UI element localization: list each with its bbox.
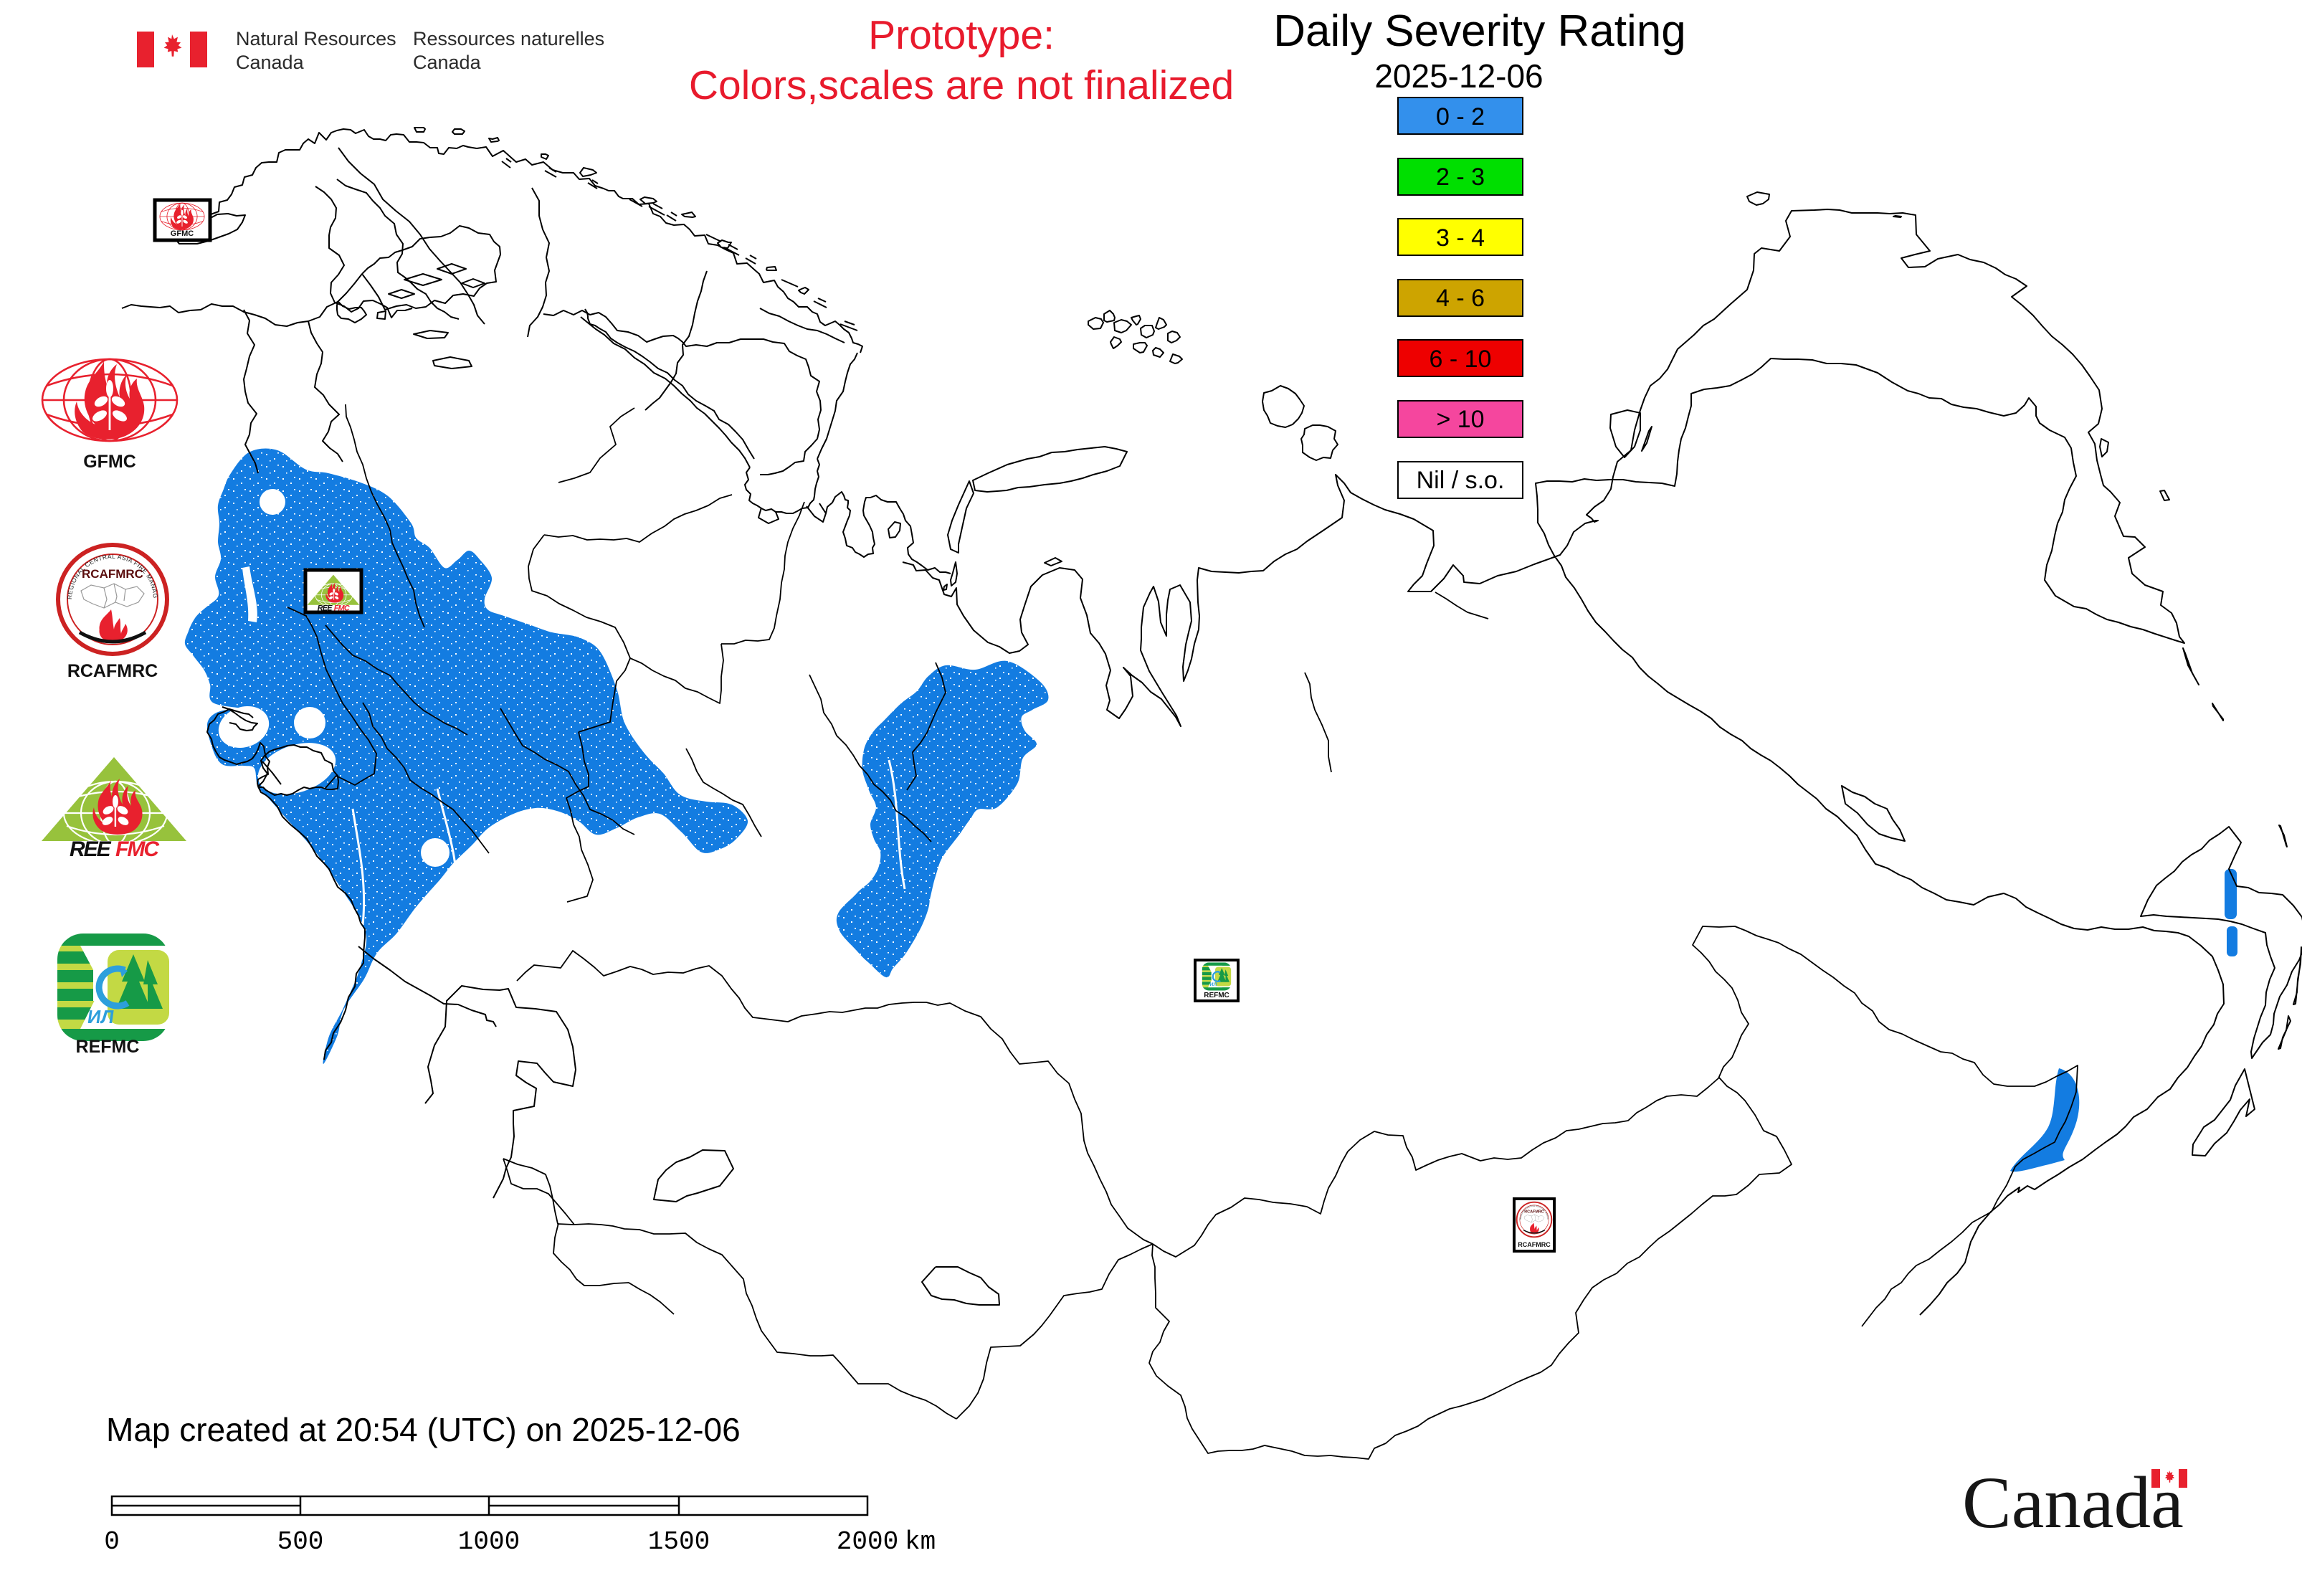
svg-text:Ressources naturelles: Ressources naturelles: [413, 28, 604, 49]
svg-text:Canada: Canada: [236, 52, 305, 73]
svg-text:Canada: Canada: [1962, 1462, 2184, 1544]
svg-text:GFMC: GFMC: [83, 452, 136, 472]
svg-text:REFMC: REFMC: [76, 1037, 140, 1057]
svg-text:ИЛ: ИЛ: [1209, 982, 1217, 987]
svg-text:ИЛ: ИЛ: [86, 1006, 115, 1027]
svg-text:3 - 4: 3 - 4: [1436, 224, 1485, 252]
svg-text:6 - 10: 6 - 10: [1430, 346, 1492, 373]
svg-text:Colors,scales are not finalize: Colors,scales are not finalized: [689, 62, 1234, 108]
svg-text:REE: REE: [318, 604, 333, 612]
svg-text:> 10: > 10: [1436, 406, 1484, 433]
svg-text:GFMC: GFMC: [171, 229, 194, 238]
svg-text:Prototype:: Prototype:: [868, 12, 1055, 58]
svg-text:REFMC: REFMC: [1204, 992, 1230, 999]
svg-text:FMC: FMC: [115, 837, 160, 861]
svg-text:Map created at 20:54 (UTC) on: Map created at 20:54 (UTC) on 2025-12-06: [106, 1411, 741, 1448]
svg-text:2025-12-06: 2025-12-06: [1374, 57, 1543, 95]
svg-text:RCAFMRC: RCAFMRC: [1518, 1241, 1551, 1248]
svg-text:FMC: FMC: [334, 604, 350, 612]
svg-text:Natural Resources: Natural Resources: [236, 28, 396, 49]
svg-text:2 - 3: 2 - 3: [1436, 163, 1485, 191]
svg-text:1000: 1000: [458, 1527, 520, 1557]
svg-text:2000: 2000: [837, 1527, 898, 1557]
svg-text:0: 0: [104, 1527, 120, 1557]
svg-text:Nil / s.o.: Nil / s.o.: [1417, 467, 1505, 494]
svg-text:REE: REE: [70, 837, 112, 861]
svg-text:RCAFMRC: RCAFMRC: [67, 661, 158, 681]
svg-text:500: 500: [277, 1527, 324, 1557]
svg-text:4 - 6: 4 - 6: [1436, 285, 1485, 312]
svg-text:Canada: Canada: [413, 52, 482, 73]
svg-text:0 - 2: 0 - 2: [1436, 103, 1485, 130]
svg-text:RCAFMRC: RCAFMRC: [82, 567, 143, 581]
svg-text:RCAFMRC: RCAFMRC: [1524, 1210, 1544, 1214]
svg-text:1500: 1500: [648, 1527, 710, 1557]
svg-text:Daily Severity Rating: Daily Severity Rating: [1273, 6, 1685, 56]
svg-text:km: km: [905, 1527, 936, 1557]
